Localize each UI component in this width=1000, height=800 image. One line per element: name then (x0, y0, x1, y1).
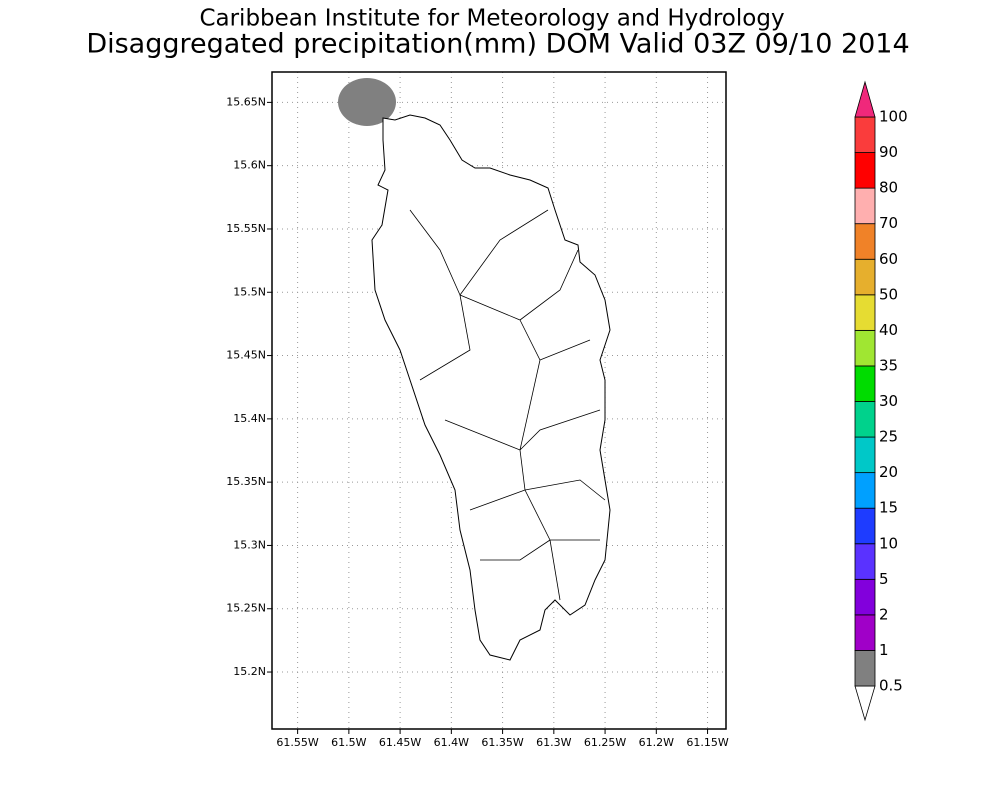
colorbar-segment (854, 650, 876, 687)
lon-tick-label: 61.2W (639, 736, 674, 749)
lon-tick-label: 61.5W (331, 736, 366, 749)
lat-tick-label: 15.2N (233, 665, 266, 678)
lat-tick-label: 15.3N (233, 538, 266, 551)
colorbar-segment (854, 329, 876, 367)
colorbar-segment (854, 152, 876, 189)
precip-area (338, 78, 396, 126)
colorbar-label: 50 (879, 285, 898, 303)
watersheds (409, 209, 606, 601)
colorbar-segment (854, 543, 876, 580)
colorbar-over (854, 80, 876, 118)
colorbar-label: 0.5 (879, 677, 903, 695)
colorbar-under (854, 685, 876, 722)
colorbar-segment (854, 365, 876, 402)
colorbar-segment (854, 614, 876, 651)
colorbar-label: 20 (879, 463, 898, 481)
colorbar-label: 10 (879, 534, 898, 552)
colorbar-label: 15 (879, 499, 898, 517)
colorbar-segment (854, 116, 876, 153)
lon-tick-label: 61.4W (434, 736, 469, 749)
colorbar-label: 100 (879, 108, 908, 126)
island-outline (371, 114, 611, 661)
colorbar-label: 2 (879, 605, 889, 623)
colorbar-label: 1 (879, 641, 889, 659)
colorbar-segment (854, 258, 876, 296)
lat-tick-label: 15.4N (233, 412, 266, 425)
colorbar-label: 5 (879, 570, 889, 588)
subtitle: Disaggregated precipitation(mm) DOM Vali… (86, 29, 909, 60)
lon-tick-label: 61.35W (481, 736, 523, 749)
colorbar-label: 70 (879, 214, 898, 232)
lon-tick-label: 61.15W (686, 736, 728, 749)
colorbar-label: 25 (879, 428, 898, 446)
colorbar-label: 90 (879, 143, 898, 161)
lat-tick-label: 15.35N (226, 475, 266, 488)
lat-tick-label: 15.65N (226, 95, 266, 108)
lat-tick-label: 15.55N (226, 222, 266, 235)
colorbar-label: 35 (879, 356, 898, 374)
colorbar-label: 30 (879, 392, 898, 410)
lon-tick-label: 61.25W (584, 736, 626, 749)
colorbar-label: 60 (879, 250, 898, 268)
colorbar-segment (854, 223, 876, 260)
colorbar-label: 40 (879, 321, 898, 339)
colorbar-segment (854, 294, 876, 331)
lat-tick-label: 15.5N (233, 285, 266, 298)
colorbar-segment (854, 472, 876, 509)
colorbar-segment (854, 187, 876, 225)
title: Caribbean Institute for Meteorology and … (199, 6, 784, 32)
colorbar-segment (854, 578, 876, 616)
lon-tick-label: 61.3W (536, 736, 571, 749)
map-frame (271, 71, 727, 730)
colorbar-segment (854, 507, 876, 545)
lon-tick-label: 61.55W (276, 736, 318, 749)
lat-tick-label: 15.25N (226, 602, 266, 615)
lat-tick-label: 15.6N (233, 159, 266, 172)
lon-tick-label: 61.45W (379, 736, 421, 749)
colorbar-segment (854, 436, 876, 474)
lat-tick-label: 15.45N (226, 349, 266, 362)
colorbar-segment (854, 401, 876, 438)
colorbar-label: 80 (879, 179, 898, 197)
